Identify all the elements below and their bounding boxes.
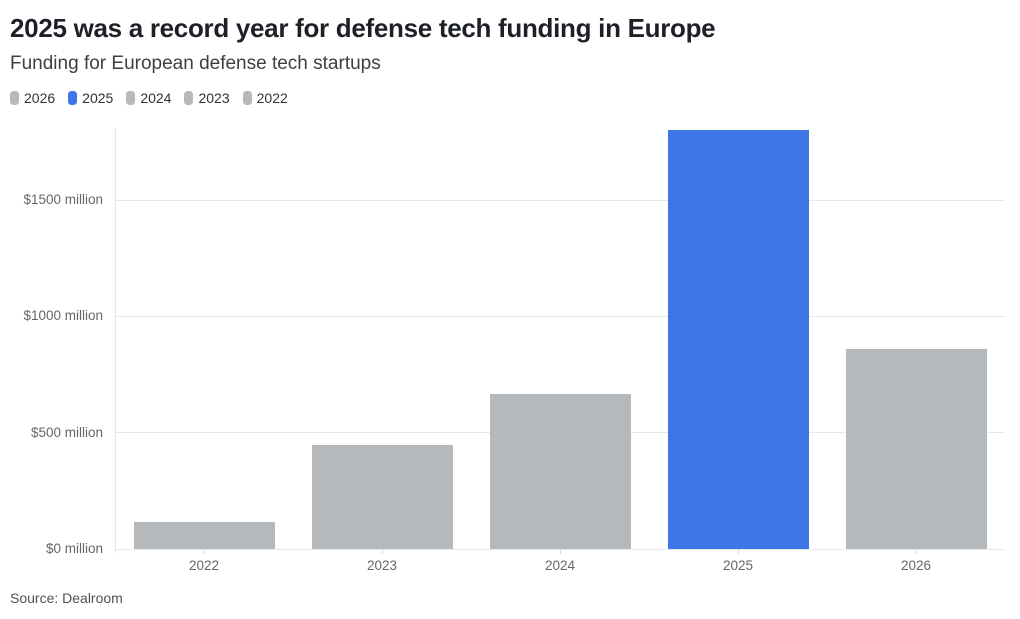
bar-2024[interactable] [489,394,631,549]
legend-swatch-icon [10,91,19,105]
y-axis-label-1000: $1000 million [23,308,103,324]
bar-2022[interactable] [133,522,275,549]
bar-2025[interactable] [667,130,809,549]
legend-item-2025: 2025 [68,90,113,106]
x-axis-tick-2025 [738,549,739,554]
legend-swatch-icon [126,91,136,105]
source-note: Source: Dealroom [10,590,123,606]
legend-swatch-icon [184,91,194,105]
x-axis-label-2024: 2024 [544,558,576,573]
legend-label: 2022 [256,90,288,106]
chart-legend: 2026 2025 2024 2023 2022 [10,90,288,106]
chart-subtitle: Funding for European defense tech startu… [10,53,381,74]
legend-swatch-icon [242,91,252,105]
y-axis-line [115,128,116,553]
legend-label: 2025 [82,90,114,106]
legend-swatch-icon [68,91,78,105]
y-axis-label-1500: $1500 million [23,192,103,208]
x-axis-label-2022: 2022 [188,558,220,573]
legend-item-2024: 2024 [126,90,171,106]
x-axis-label-2023: 2023 [366,558,398,573]
gridline-1500 [115,199,1005,201]
bar-2026[interactable] [845,348,987,549]
y-axis-label-0: $0 million [45,541,103,556]
legend-item-2026: 2026 [10,90,55,106]
gridline-1000 [115,315,1005,317]
bar-2023[interactable] [311,445,453,549]
legend-label: 2023 [198,90,230,106]
legend-item-2022: 2022 [242,90,288,106]
x-axis-tick-2024 [560,549,561,554]
x-axis-tick-2023 [382,549,383,554]
x-axis-label-2026: 2026 [900,558,932,573]
legend-label: 2026 [24,90,56,106]
x-axis-tick-2026 [916,549,917,554]
legend-label: 2024 [140,90,172,106]
y-axis-label-500: $500 million [30,424,103,440]
legend-item-2023: 2023 [184,90,230,106]
x-axis-tick-2022 [204,549,205,554]
chart-title: 2025 was a record year for defense tech … [10,13,716,43]
x-axis-label-2025: 2025 [722,558,754,573]
